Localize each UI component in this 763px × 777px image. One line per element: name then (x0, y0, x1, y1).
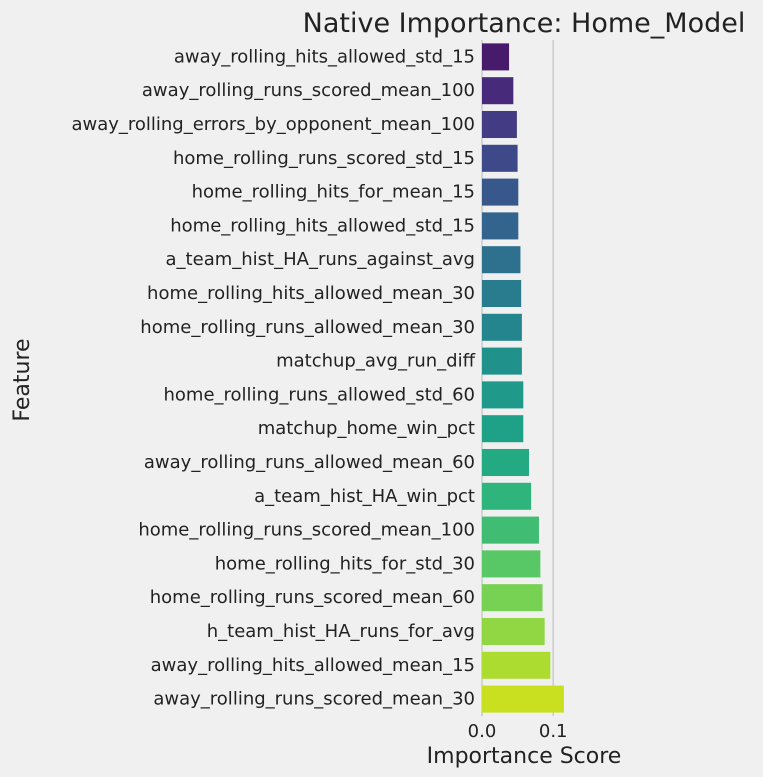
y-tick-label: away_rolling_runs_scored_mean_100 (142, 80, 475, 101)
bar (482, 482, 532, 510)
y-tick-label: home_rolling_runs_scored_std_15 (173, 148, 475, 169)
y-tick-label: home_rolling_hits_allowed_std_15 (170, 215, 475, 236)
bar (482, 77, 514, 105)
bar (482, 178, 519, 206)
bar (482, 584, 543, 612)
y-tick-label: home_rolling_runs_allowed_mean_30 (140, 317, 475, 338)
bar (482, 415, 524, 443)
y-tick-label: away_rolling_runs_allowed_mean_60 (144, 452, 475, 473)
bar (482, 313, 522, 341)
x-tick-label: 0.0 (468, 721, 497, 742)
y-tick-label: matchup_avg_run_diff (276, 351, 476, 372)
x-tick-label: 0.1 (539, 721, 568, 742)
bar (482, 685, 564, 713)
y-tick-label: home_rolling_hits_allowed_mean_30 (147, 283, 475, 304)
y-tick-label: away_rolling_errors_by_opponent_mean_100 (71, 114, 475, 135)
bar (482, 550, 541, 578)
bar (482, 448, 529, 477)
bar (482, 347, 522, 375)
bar (482, 110, 517, 139)
y-axis-label: Feature (10, 338, 35, 421)
y-tick-label: h_team_hist_HA_runs_for_avg (207, 621, 475, 642)
y-tick-label: away_rolling_hits_allowed_mean_15 (151, 655, 475, 676)
y-tick-label: home_rolling_hits_for_mean_15 (192, 182, 475, 203)
y-tick-label: a_team_hist_HA_win_pct (254, 486, 475, 507)
y-tick-label: away_rolling_hits_allowed_std_15 (174, 46, 475, 67)
y-tick-label: away_rolling_runs_scored_mean_30 (153, 689, 475, 710)
y-tick-labels: away_rolling_hits_allowed_std_15 away_rol… (71, 46, 475, 709)
bar (482, 381, 524, 409)
y-tick-label: matchup_home_win_pct (258, 418, 475, 439)
y-tick-label: a_team_hist_HA_runs_against_avg (166, 249, 475, 270)
bar (482, 212, 519, 240)
bar (482, 651, 551, 679)
bar (482, 516, 539, 544)
y-tick-label: home_rolling_hits_for_std_30 (215, 553, 475, 574)
x-tick-labels: 0.0 0.1 (468, 721, 568, 742)
bar (482, 43, 510, 71)
y-tick-label: home_rolling_runs_allowed_std_60 (163, 384, 475, 405)
bars (482, 43, 564, 713)
bar (482, 617, 545, 646)
x-axis-label: Importance Score (427, 744, 622, 769)
bar (482, 279, 522, 308)
y-tick-label: home_rolling_runs_scored_mean_60 (150, 587, 475, 608)
bar (482, 144, 518, 172)
y-tick-label: home_rolling_runs_scored_mean_100 (138, 520, 475, 541)
bar (482, 246, 521, 274)
grid-lines (481, 40, 554, 716)
chart-title: Native Importance: Home_Model (303, 8, 746, 39)
